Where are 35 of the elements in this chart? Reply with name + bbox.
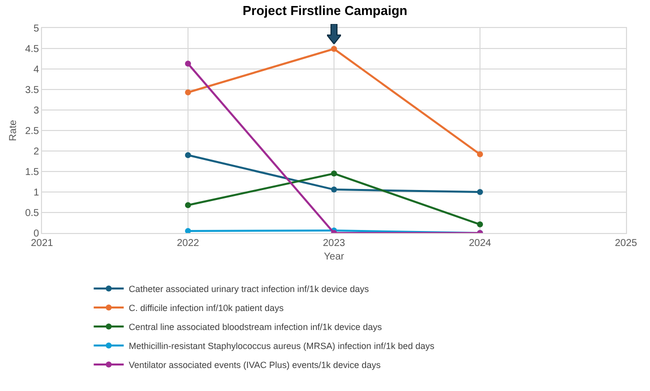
y-tick-label: 0.5 <box>25 208 40 219</box>
y-tick-label: 4.5 <box>25 44 40 55</box>
y-axis-title: Rate <box>8 120 20 142</box>
point <box>477 189 483 195</box>
legend-label: Methicillin-resistant Staphylococcus aureus (MRSA) infection inf/1k bed days <box>128 341 435 352</box>
y-tick-label: 1.5 <box>25 167 40 178</box>
x-tick-label: 2025 <box>614 238 638 249</box>
x-tick-label: 2021 <box>30 238 54 249</box>
legend-label: Ventilator associated events (IVAC Plus) events/1k device days <box>128 360 382 370</box>
x-tick-label: 2024 <box>468 238 492 249</box>
y-tick-label: 3.5 <box>25 85 40 96</box>
point <box>477 151 483 158</box>
legend-label: C. difficile infection inf/10k patient days <box>128 303 284 314</box>
x-tick-label: 2022 <box>176 238 200 249</box>
x-axis-title: Year <box>324 252 345 262</box>
point <box>185 60 191 67</box>
point <box>185 228 191 233</box>
point <box>185 202 191 208</box>
y-tick-label: 2 <box>33 146 40 158</box>
point <box>331 170 337 177</box>
y-tick-label: 3 <box>33 106 40 116</box>
x-tick-label: 2023 <box>322 238 346 249</box>
y-tick-label: 0 <box>33 228 40 240</box>
legend-label: Catheter associated urinary tract infection inf/1k device days <box>128 284 370 294</box>
point <box>477 221 483 228</box>
point <box>185 89 191 96</box>
legend-label: Central line associated bloodstream infection inf/1k device days <box>128 322 382 332</box>
chart-title: Project Firstline Campaign <box>242 2 408 18</box>
point <box>331 186 337 193</box>
y-tick-label: 2.5 <box>25 126 40 137</box>
point <box>185 152 191 158</box>
y-tick-label: 4 <box>33 64 40 76</box>
y-tick-label: 5 <box>33 24 40 34</box>
y-tick-label: 1 <box>33 188 40 198</box>
point <box>331 46 337 52</box>
